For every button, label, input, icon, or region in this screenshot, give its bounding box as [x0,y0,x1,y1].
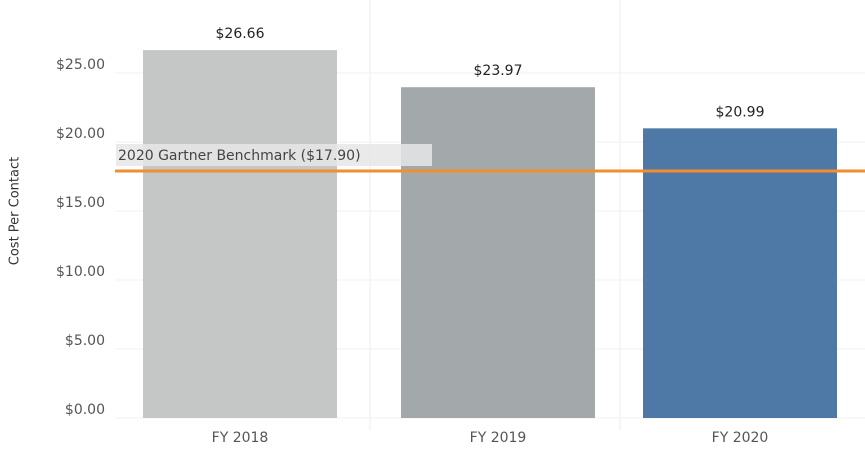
x-tick-label: FY 2019 [470,430,527,446]
x-tick-label: FY 2018 [212,430,269,446]
bar [143,50,337,418]
reference-label-bg [116,143,432,166]
bar [643,128,837,418]
y-tick-label: $20.00 [56,126,105,142]
value-label: $23.97 [474,63,523,79]
y-tick-label: $0.00 [65,402,105,418]
value-label: $26.66 [216,26,265,42]
value-label: $20.99 [716,104,765,120]
bar [401,87,595,419]
x-tick-label: FY 2020 [712,430,769,446]
y-axis-label: Cost Per Contact [8,157,23,265]
y-tick-label: $10.00 [56,264,105,280]
y-tick-label: $25.00 [56,57,105,73]
y-tick-label: $5.00 [65,333,105,349]
y-tick-label: $15.00 [56,195,105,211]
reference-label: 2020 Gartner Benchmark ($17.90) [118,148,361,164]
